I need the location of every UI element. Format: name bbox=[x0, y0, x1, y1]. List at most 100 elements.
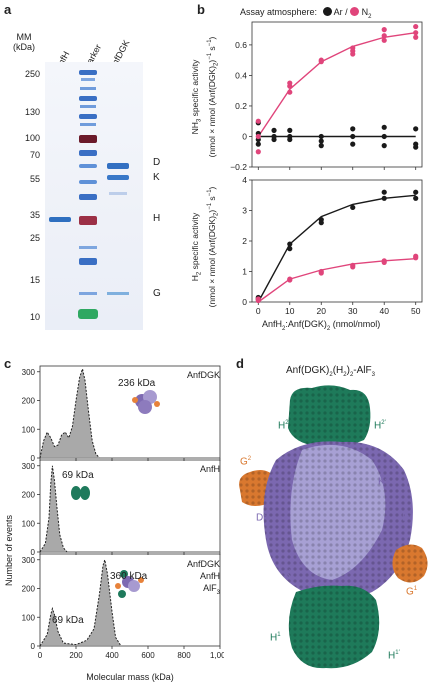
assay-legend: Assay atmosphere: Ar / N2 bbox=[240, 7, 371, 20]
nh3-ylabel: NH3 specific activity (nmol × nmol (Anf(… bbox=[190, 22, 221, 172]
anfdgk-faint-band bbox=[109, 192, 127, 195]
data-point-n2 bbox=[413, 30, 419, 36]
nh3-ylabel-tail: s bbox=[206, 46, 217, 53]
legend-n2-sub: 2 bbox=[368, 13, 372, 20]
x-tick-label: 0 bbox=[38, 651, 43, 660]
panel-a-label: a bbox=[4, 2, 12, 17]
marker-band-25 bbox=[79, 216, 97, 225]
g1-subunit-density bbox=[392, 544, 428, 583]
title-sub4: 3 bbox=[371, 372, 375, 378]
data-point-n2 bbox=[255, 296, 261, 302]
nh3-ylabel-sup: −1 bbox=[206, 52, 213, 60]
marker-label-130: 130 bbox=[24, 107, 40, 117]
y-tick-label: 1 bbox=[242, 267, 247, 277]
data-point-ar bbox=[413, 189, 419, 195]
gel-bands-svg bbox=[49, 70, 129, 319]
y-tick-label: 0.2 bbox=[235, 101, 247, 111]
data-point-n2 bbox=[413, 255, 419, 261]
h2-ylabel-sup: −1 bbox=[206, 202, 213, 210]
x-tick-label: 400 bbox=[105, 651, 119, 660]
hist-anfh-frame bbox=[39, 459, 221, 553]
y-tick-label: 200 bbox=[22, 397, 36, 406]
data-point-n2 bbox=[287, 83, 293, 89]
mm-label-line1: MM bbox=[16, 32, 32, 42]
x-tick-label: 800 bbox=[177, 651, 191, 660]
h2-ylabel-line2-sub: 2 bbox=[213, 212, 220, 216]
data-point-ar bbox=[350, 141, 356, 147]
nh3-plot-area bbox=[255, 23, 419, 155]
title-sub3: 2 bbox=[349, 372, 354, 378]
nh3-ylabel-line2: (nmol × nmol (Anf(DGK) bbox=[206, 65, 217, 158]
gaussian-fit-line bbox=[39, 559, 122, 647]
data-point-ar bbox=[381, 143, 387, 149]
data-point-n2 bbox=[350, 264, 356, 270]
h2-subunit-density bbox=[288, 385, 371, 448]
nh3-ylabel-sub: 3 bbox=[196, 118, 203, 123]
marker-sub-band bbox=[80, 123, 96, 126]
fit-line-n2 bbox=[257, 258, 416, 303]
x-tick-label: 0 bbox=[256, 306, 261, 316]
histogram-area bbox=[40, 559, 121, 646]
data-point-ar bbox=[287, 241, 293, 247]
data-point-ar bbox=[413, 195, 419, 201]
panel-b-xlabel: AnfH2:Anf(DGK)2 (nmol/nmol) bbox=[262, 319, 380, 332]
label-k2-text: K bbox=[378, 476, 385, 488]
title-part1: Anf(DGK) bbox=[286, 365, 330, 376]
h2-ylabel-tail-sup: −1 bbox=[206, 189, 213, 197]
marker-sub-band bbox=[80, 87, 96, 90]
label-d2-sup: 2 bbox=[263, 512, 267, 518]
data-point-ar bbox=[287, 136, 293, 143]
data-point-n2 bbox=[318, 59, 324, 65]
nh3-plot-frame bbox=[251, 21, 423, 168]
fit-line-ar bbox=[257, 194, 416, 303]
hist2-peak-label: 69 kDa bbox=[62, 470, 94, 481]
xlabel-sub2: 2 bbox=[326, 325, 331, 332]
h2-ylabel-tail: s bbox=[206, 196, 217, 203]
label-g2-sup: 2 bbox=[247, 456, 252, 462]
hist-anfdgk-frame bbox=[39, 365, 221, 459]
marker-ladder bbox=[78, 70, 98, 319]
y-tick-label: 0.4 bbox=[235, 70, 247, 80]
nh3-ylabel-nh: NH bbox=[190, 122, 200, 135]
panel-c-xlabel: Molecular mass (kDa) bbox=[86, 672, 174, 682]
y-tick-label: 300 bbox=[22, 368, 36, 377]
band-label-g: G bbox=[153, 288, 161, 299]
data-point-n2 bbox=[381, 33, 387, 39]
x-tick-label: 20 bbox=[317, 306, 327, 316]
marker-band-250 bbox=[79, 70, 97, 75]
data-point-ar bbox=[318, 143, 324, 149]
xlabel-anfh: AnfH bbox=[262, 319, 283, 329]
h2-ylabel-line2-end: ) bbox=[206, 209, 217, 213]
h2-plot-frame bbox=[251, 179, 423, 303]
data-point-ar bbox=[287, 127, 293, 133]
label-h2-text: H bbox=[278, 420, 286, 432]
data-point-ar bbox=[255, 141, 261, 147]
panel-d-label: d bbox=[236, 356, 244, 371]
h2-ylabel-rest: specific activity bbox=[190, 212, 200, 272]
data-point-ar bbox=[350, 126, 356, 132]
y-tick-label: 4 bbox=[242, 175, 247, 185]
x-tick-label: 200 bbox=[69, 651, 83, 660]
data-point-ar bbox=[287, 246, 293, 252]
x-tick-label: 40 bbox=[379, 306, 389, 316]
label-d2: D2 bbox=[256, 512, 267, 523]
y-tick-label: 100 bbox=[22, 425, 36, 434]
hist-complex-frame bbox=[39, 553, 221, 647]
hist3-name-line2: AnfH bbox=[199, 571, 220, 581]
label-g1-sup: 1 bbox=[413, 586, 418, 592]
label-g2-text: G bbox=[240, 456, 248, 468]
label-h1-text: H bbox=[270, 632, 278, 644]
data-point-ar bbox=[381, 189, 387, 195]
y-tick-label: 100 bbox=[22, 519, 36, 528]
anfdgk-band-g bbox=[107, 292, 129, 295]
data-point-ar bbox=[413, 126, 419, 132]
panel-c-ylabel: Number of events bbox=[4, 514, 14, 586]
label-h1-sup: 1 bbox=[277, 632, 281, 638]
complex-molecule-icon bbox=[115, 570, 144, 598]
label-d1-sup: 1 bbox=[409, 512, 413, 518]
data-point-n2 bbox=[318, 270, 324, 276]
marker-sub-band bbox=[79, 180, 97, 184]
hist3-name-line3-sub: 3 bbox=[216, 589, 220, 596]
marker-sub-band bbox=[81, 78, 95, 81]
